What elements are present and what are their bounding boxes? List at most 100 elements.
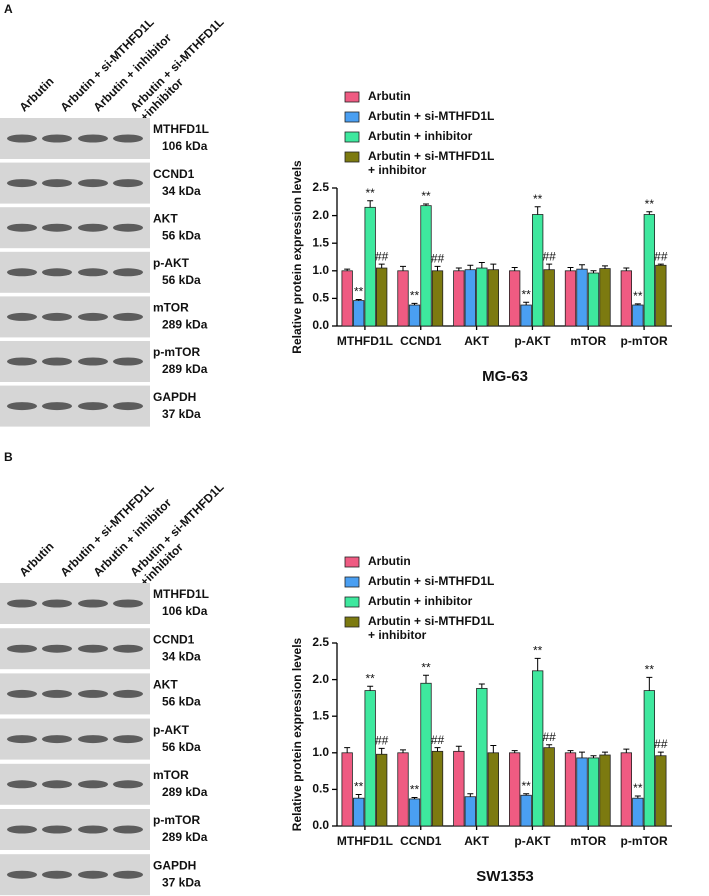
bar [599, 754, 611, 827]
bar [376, 267, 388, 327]
error-bar [634, 795, 641, 799]
blot-band [113, 223, 143, 232]
significance-label: ## [375, 734, 389, 748]
legend-label: Arbutin + si-MTHFD1L + inhibitor [368, 614, 494, 642]
blot-name: AKT [153, 678, 178, 692]
bar [520, 304, 532, 327]
blot-size: 56 kDa [162, 740, 201, 754]
blot-band [7, 312, 37, 321]
error-bar [411, 796, 418, 799]
blot-name: AKT [153, 211, 178, 225]
error-bar [378, 747, 385, 755]
blot-size: 56 kDa [162, 695, 201, 709]
chart-title: SW1353 [476, 868, 534, 885]
bar [620, 270, 632, 327]
blot-band [113, 689, 143, 698]
x-tick-label: CCND1 [400, 334, 442, 348]
error-bar [378, 263, 385, 269]
legend-label: Arbutin + inhibitor [368, 594, 473, 608]
significance-label: ** [365, 186, 375, 200]
significance-label: ** [410, 783, 420, 797]
significance-label: ## [431, 252, 445, 266]
blot-band [7, 223, 37, 232]
error-bar [478, 262, 485, 269]
blot-size: 106 kDa [162, 604, 208, 618]
significance-label: ** [521, 779, 531, 793]
bar [397, 752, 409, 827]
blot-band [42, 689, 72, 698]
blot-band [7, 689, 37, 698]
error-bar [455, 267, 462, 271]
blot-name: p-mTOR [153, 813, 200, 827]
blot-size: 34 kDa [162, 649, 201, 663]
bar [476, 687, 488, 827]
error-bar [657, 751, 664, 756]
significance-label: ** [533, 192, 543, 206]
legend-label: Arbutin [368, 89, 411, 103]
significance-label: ** [421, 189, 431, 203]
blot-band [42, 644, 72, 653]
error-bar [657, 263, 664, 266]
y-tick-label: 0.5 [312, 291, 329, 305]
error-bar [434, 265, 441, 271]
bar [587, 272, 600, 327]
error-bar [634, 303, 641, 306]
blot-size: 56 kDa [162, 273, 201, 287]
error-bar [523, 301, 530, 306]
blot-band [42, 780, 72, 789]
lane-label: Arbutin [16, 74, 56, 114]
blot-band [78, 357, 108, 366]
error-bar [490, 263, 497, 270]
bar [376, 753, 388, 827]
y-tick-label: 2.5 [312, 635, 329, 649]
significance-label: ** [633, 781, 643, 795]
significance-label: ** [633, 289, 643, 303]
bar [420, 205, 432, 327]
y-tick-label: 2.5 [312, 180, 329, 194]
significance-label: ** [645, 197, 655, 211]
error-bar [511, 750, 518, 753]
x-tick-label: MTHFD1L [337, 334, 393, 348]
legend-label: Arbutin + si-MTHFD1L [368, 109, 494, 123]
x-tick-label: MTHFD1L [337, 834, 393, 848]
error-bar [579, 264, 585, 270]
blot-name: GAPDH [153, 858, 196, 872]
bar [532, 214, 544, 327]
legend-label: Arbutin [368, 554, 411, 568]
error-bar [579, 751, 585, 758]
blot-band [7, 268, 37, 277]
blot-band [113, 870, 143, 879]
blot-band [42, 402, 72, 411]
x-tick-label: AKT [464, 834, 489, 848]
blot-band [42, 825, 72, 834]
blot-band [113, 735, 143, 744]
blot-band [78, 402, 108, 411]
bar [632, 797, 644, 827]
bar [408, 304, 421, 327]
y-tick-label: 0.5 [312, 782, 329, 796]
error-bar [411, 302, 418, 306]
blot-band [42, 599, 72, 608]
bar [564, 270, 577, 327]
blot-band [7, 402, 37, 411]
blot-name: MTHFD1L [153, 587, 209, 601]
blot-band [78, 179, 108, 188]
blot-band [7, 599, 37, 608]
blot-band [42, 268, 72, 277]
blot-band [113, 825, 143, 834]
blot-band [113, 780, 143, 789]
error-bar [367, 200, 374, 208]
blot-band [78, 644, 108, 653]
significance-label: ## [654, 737, 668, 751]
significance-label: ** [533, 644, 543, 658]
significance-label: ## [431, 733, 445, 747]
legend-label: Arbutin + si-MTHFD1L [368, 574, 494, 588]
error-bar [567, 266, 574, 271]
significance-label: ## [654, 249, 668, 263]
error-bar [602, 265, 608, 269]
significance-label: ## [542, 249, 556, 263]
error-bar [344, 747, 351, 753]
bar [520, 794, 532, 827]
bar [620, 752, 632, 827]
